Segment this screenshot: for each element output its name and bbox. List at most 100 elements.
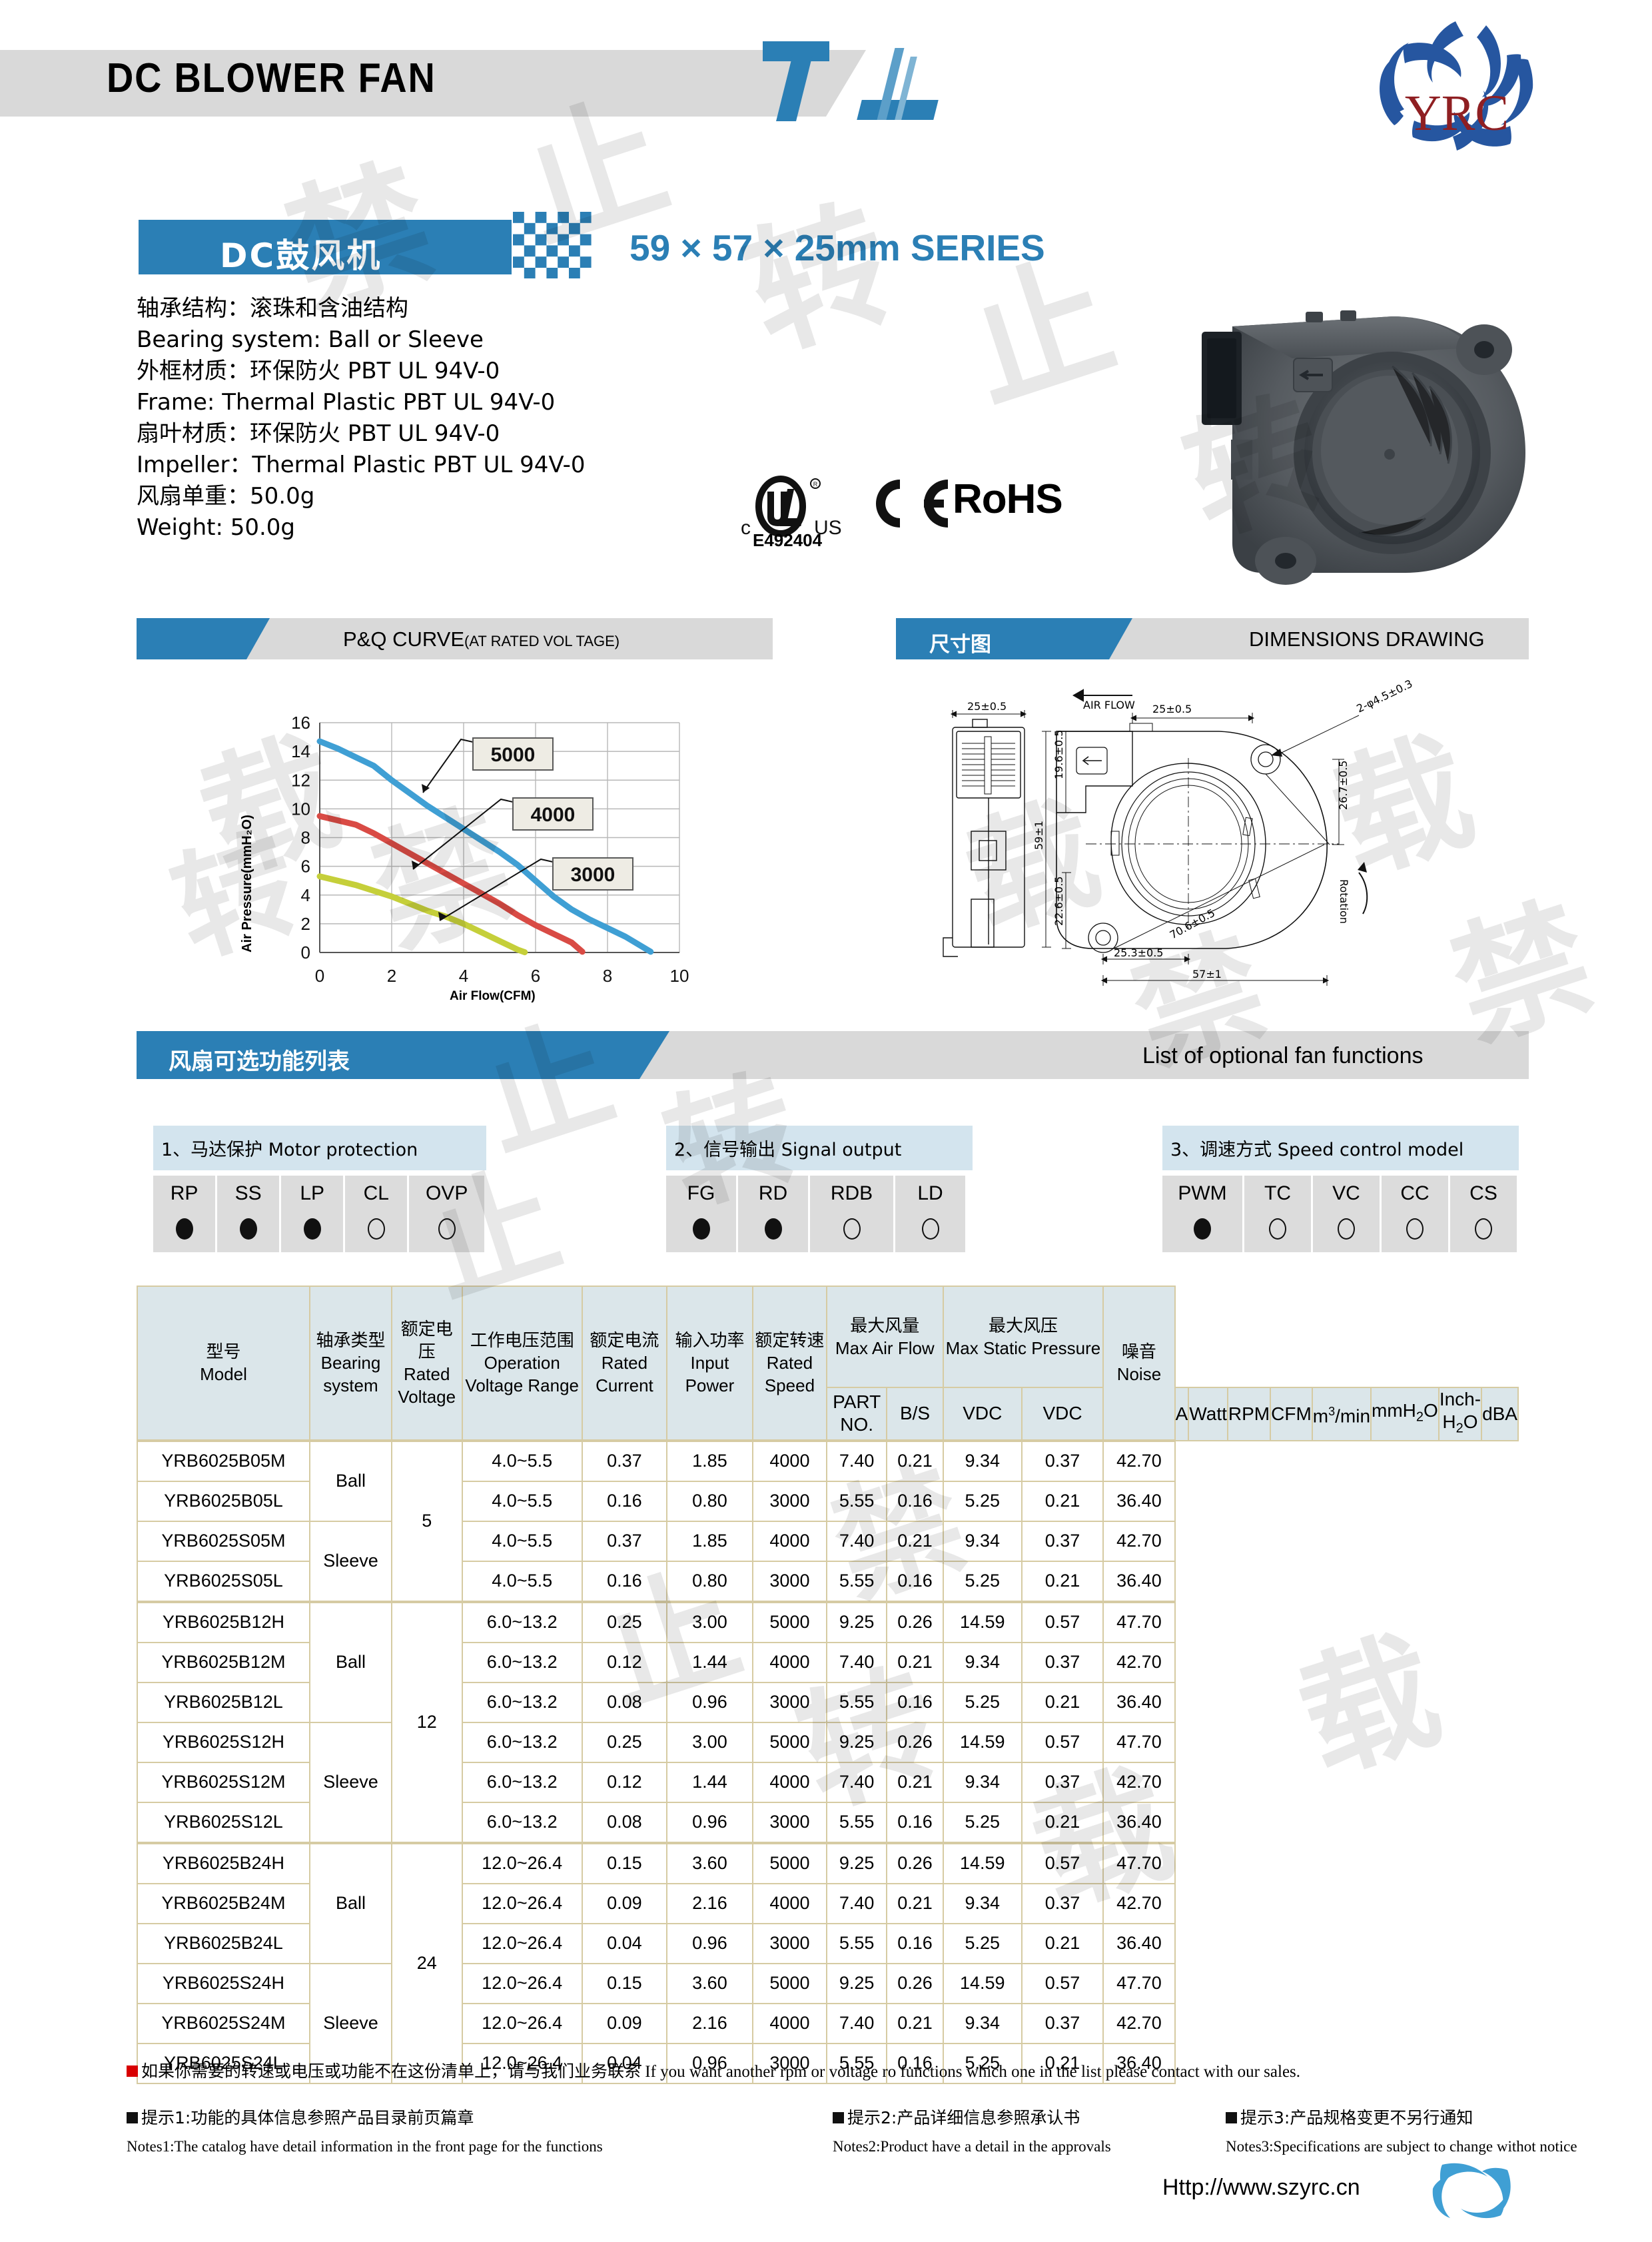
cell-pressure-inch: 0.21 xyxy=(1021,1801,1104,1844)
section-label-pq-main: P&Q CURVE xyxy=(343,627,465,651)
cell-input-power: 0.96 xyxy=(665,1801,753,1844)
function-cell-state xyxy=(666,1212,736,1252)
product-title-bar xyxy=(139,220,512,274)
header-en: Bearing system xyxy=(320,1353,381,1396)
function-cell-state xyxy=(1313,1212,1380,1252)
function-cell-rp[interactable]: RP xyxy=(153,1176,216,1252)
cell-rated-voltage: 5 xyxy=(390,1439,463,1603)
cell-airflow-cfm: 7.40 xyxy=(825,1761,888,1803)
function-cell-lp[interactable]: LP xyxy=(281,1176,344,1252)
cell-airflow-cfm: 7.40 xyxy=(825,1439,888,1482)
function-cell-rd[interactable]: RD xyxy=(738,1176,808,1252)
cell-input-power: 3.00 xyxy=(665,1721,753,1763)
function-cell-state xyxy=(1244,1212,1311,1252)
cell-airflow-cfm: 7.40 xyxy=(825,2002,888,2044)
dimensions-drawing: 25±0.5 25±0.5 2-φ4.5±0.3 26.7±0.5 19.6±0… xyxy=(933,677,1552,999)
cell-pressure-inch: 0.37 xyxy=(1021,1439,1104,1482)
function-cell-label: SS xyxy=(234,1182,262,1204)
cell-rated-speed: 4000 xyxy=(751,1641,827,1683)
cell-rated-speed: 3000 xyxy=(751,1922,827,1964)
dim-mount-offset: 25.3±0.5 xyxy=(1114,946,1163,959)
chart-x-tick: 6 xyxy=(531,966,540,986)
function-cell-rdb[interactable]: RDB xyxy=(810,1176,893,1252)
svg-text:4000: 4000 xyxy=(531,804,576,826)
cell-input-power: 1.44 xyxy=(665,1641,753,1683)
function-cell-fg[interactable]: FG xyxy=(666,1176,736,1252)
svg-text:5000: 5000 xyxy=(491,744,536,766)
function-cell-ss[interactable]: SS xyxy=(217,1176,280,1252)
ul-file-number: E492404 xyxy=(753,530,823,550)
cell-rated-current: 0.16 xyxy=(581,1560,667,1603)
table-row: YRB6025B12H Ball 12 6.0~13.2 0.25 3.00 5000 9.2… xyxy=(137,1600,1518,1844)
spec-line-bearing-cn: 轴承结构：滚珠和含油结构 xyxy=(137,295,408,322)
cell-rated-speed: 4000 xyxy=(751,1882,827,1924)
cell-airflow-m3min: 0.16 xyxy=(886,1480,944,1522)
cell-airflow-m3min: 0.16 xyxy=(886,2042,944,2084)
table-row: YRB6025S05L 4.0~5.5 0.16 0.80 3000 5.55 0.16 5.… xyxy=(137,1560,1518,1603)
pq-curve-chart: Air Pressure(mmH₂O) Air Flow(CFM) 0 2 4 6 8 1… xyxy=(220,686,773,1012)
filled-circle-icon xyxy=(764,1218,782,1240)
cell-pressure-mmh2o: 5.25 xyxy=(942,1560,1023,1603)
cell-pressure-inch: 0.21 xyxy=(1021,2042,1104,2084)
function-cell-ld[interactable]: LD xyxy=(895,1176,965,1252)
cell-input-power: 1.85 xyxy=(665,1439,753,1482)
function-cell-state xyxy=(153,1212,215,1252)
function-cell-pwm[interactable]: PWM xyxy=(1162,1176,1242,1252)
cell-pressure-mmh2o: 9.34 xyxy=(942,1761,1023,1803)
function-cells: FG RD RDB LD xyxy=(666,1176,973,1252)
function-block-title: 2、信号输出 Signal output xyxy=(666,1126,973,1170)
spec-line-bearing-en: Bearing system: Ball or Sleeve xyxy=(137,326,484,353)
cell-pressure-inch: 0.37 xyxy=(1021,1520,1104,1562)
cell-noise-dba: 42.70 xyxy=(1102,1520,1176,1562)
header-en: Model xyxy=(200,1364,247,1385)
function-cell-label: RDB xyxy=(830,1182,873,1204)
cell-rated-current: 0.09 xyxy=(581,2002,667,2044)
cell-bearing: Sleeve xyxy=(308,1721,392,1844)
cell-operation-voltage: 12.0~26.4 xyxy=(461,1922,583,1964)
dim-body-width: 57±1 xyxy=(1192,968,1222,980)
cell-airflow-m3min: 0.21 xyxy=(886,1882,944,1924)
function-cell-cs[interactable]: CS xyxy=(1450,1176,1517,1252)
function-block-title: 1、马达保护 Motor protection xyxy=(153,1126,486,1170)
section-label-pq-sub: (AT RATED VOL TAGE) xyxy=(464,633,620,649)
cell-model: YRB6025S24H xyxy=(137,1962,310,2004)
header-en: Input Power xyxy=(685,1353,735,1396)
function-cell-label: CS xyxy=(1469,1182,1497,1204)
chart-x-tick: 10 xyxy=(670,966,689,986)
dim-outlet-height: 22.6±0.5 xyxy=(1052,877,1065,926)
dim-front-width: 25±0.5 xyxy=(1152,703,1192,715)
function-cell-vc[interactable]: VC xyxy=(1313,1176,1380,1252)
function-cell-state xyxy=(1382,1212,1448,1252)
specification-table: 型号 Model 轴承类型 Bearing system 额定电压 Rated Volta… xyxy=(137,1286,1519,2084)
cell-model: YRB6025B24H xyxy=(137,1841,310,1884)
section-label-dim-en: DIMENSIONS DRAWING xyxy=(1249,627,1485,651)
footer-notes: 如果你需要的转速或电压或功能不在这份清单上，请与我们业务联系 If you wa… xyxy=(127,2058,1577,2165)
filled-circle-icon xyxy=(239,1218,257,1240)
function-cell-ovp[interactable]: OVP xyxy=(409,1176,484,1252)
table-header-rated-voltage: 额定电压 Rated Voltage xyxy=(390,1286,463,1441)
company-url[interactable]: Http://www.szyrc.cn xyxy=(1162,2175,1360,2200)
cell-rated-current: 0.12 xyxy=(581,1761,667,1803)
function-cell-cc[interactable]: CC xyxy=(1382,1176,1448,1252)
function-cell-cl[interactable]: CL xyxy=(345,1176,408,1252)
cell-input-power: 3.60 xyxy=(665,1841,753,1884)
table-unit-cell: CFM xyxy=(1270,1387,1313,1441)
header-en: Rated Speed xyxy=(764,1353,815,1396)
function-cell-label: TC xyxy=(1264,1182,1291,1204)
cell-input-power: 0.96 xyxy=(665,2042,753,2084)
function-cell-label: LP xyxy=(300,1182,325,1204)
ul-listed-icon: c R US xyxy=(739,473,846,546)
bullet-black-icon xyxy=(127,2112,138,2123)
footer-note-2-cn: 提示2:产品详细信息参照承认书 xyxy=(833,2105,1111,2129)
table-unit-cell: PART NO. xyxy=(825,1387,888,1441)
header-cn: 轴承类型 xyxy=(316,1330,386,1351)
chart-x-tick: 8 xyxy=(603,966,612,986)
cell-pressure-inch: 0.37 xyxy=(1021,1761,1104,1803)
cell-operation-voltage: 6.0~13.2 xyxy=(461,1761,583,1803)
table-header-input-power: 输入功率 Input Power xyxy=(665,1286,753,1441)
cell-input-power: 0.96 xyxy=(665,1922,753,1964)
function-cell-tc[interactable]: TC xyxy=(1244,1176,1311,1252)
cell-input-power: 1.44 xyxy=(665,1761,753,1803)
ul-c-letter: c xyxy=(741,517,751,539)
cell-rated-current: 0.37 xyxy=(581,1439,667,1482)
